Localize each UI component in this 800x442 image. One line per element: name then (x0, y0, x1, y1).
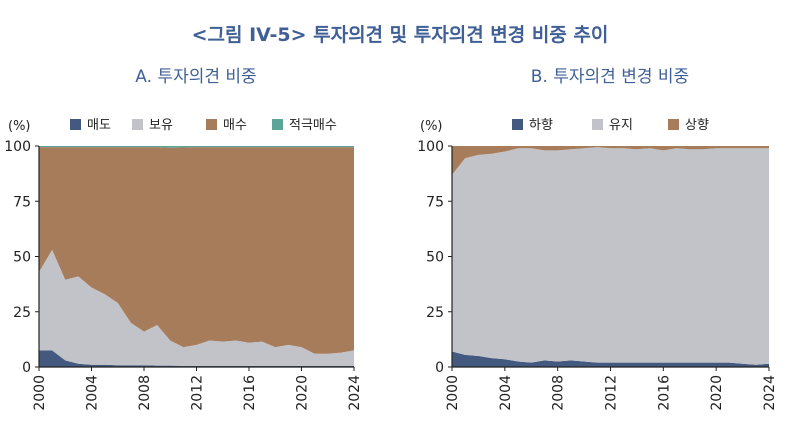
area-series-유지 (452, 147, 769, 365)
x-tick-label: 2004 (498, 375, 514, 411)
chart-a: A. 투자의견 비중 (%) 매도 보유 매수 적극매수 0 25 50 75 100 2000 200… (4, 67, 363, 411)
area-series-적극매수 (39, 146, 354, 148)
x-tick-label: 2008 (137, 375, 153, 411)
legend-label-하향: 하향 (529, 118, 553, 133)
legend-label-유지: 유지 (609, 118, 633, 133)
legend-swatch-유지 (592, 119, 603, 130)
legend-label-보유: 보유 (149, 118, 173, 133)
y-tick-label: 75 (13, 194, 31, 210)
x-tick-label: 2020 (295, 375, 311, 411)
panel-title: B. 투자의견 변경 비중 (531, 67, 689, 87)
y-tick-label: 25 (426, 305, 444, 321)
area-series-보유 (39, 249, 354, 366)
panel-title: A. 투자의견 비중 (135, 67, 256, 87)
area-series-매도 (39, 350, 354, 367)
legend-label-적극매수: 적극매수 (289, 118, 337, 133)
y-tick-label: 50 (426, 250, 444, 266)
x-tick-label: 2000 (32, 375, 48, 411)
legend-swatch-매수 (206, 119, 217, 130)
x-tick-label: 2020 (709, 375, 725, 411)
x-tick-label: 2012 (604, 375, 620, 411)
y-tick-label: 100 (417, 139, 444, 155)
y-tick-label: 50 (13, 250, 31, 266)
area-series-상향 (452, 146, 769, 175)
x-tick-label: 2016 (656, 375, 672, 411)
x-tick-label: 2016 (242, 375, 258, 411)
y-tick-label: 75 (426, 194, 444, 210)
area-series-매수 (39, 147, 354, 354)
x-tick-label: 2008 (551, 375, 567, 411)
area-series-하향 (452, 351, 769, 367)
legend-swatch-매도 (70, 119, 81, 130)
y-tick-label: 100 (4, 139, 31, 155)
figure-title: <그림 IV-5> 투자의견 및 투자의견 변경 비중 추이 (191, 24, 609, 46)
y-tick-label: 0 (22, 360, 31, 376)
x-tick-label: 2024 (347, 375, 363, 411)
legend-swatch-하향 (512, 119, 523, 130)
legend-label-매수: 매수 (223, 118, 247, 133)
x-tick-label: 2024 (762, 375, 778, 411)
y-tick-label: 25 (13, 305, 31, 321)
legend-swatch-상향 (668, 119, 679, 130)
chart-b: B. 투자의견 변경 비중 (%) 하향 유지 상향 0 25 50 75 100 2000 2004… (417, 67, 778, 411)
legend-label-매도: 매도 (87, 118, 111, 133)
x-tick-label: 2004 (85, 375, 101, 411)
x-tick-label: 2012 (190, 375, 206, 411)
x-tick-label: 2000 (445, 375, 461, 411)
y-tick-label: 0 (435, 360, 444, 376)
legend-label-상향: 상향 (685, 118, 709, 133)
legend-swatch-적극매수 (272, 119, 283, 130)
legend-swatch-보유 (132, 119, 143, 130)
y-unit-label: (%) (8, 119, 31, 134)
y-unit-label: (%) (420, 119, 443, 134)
